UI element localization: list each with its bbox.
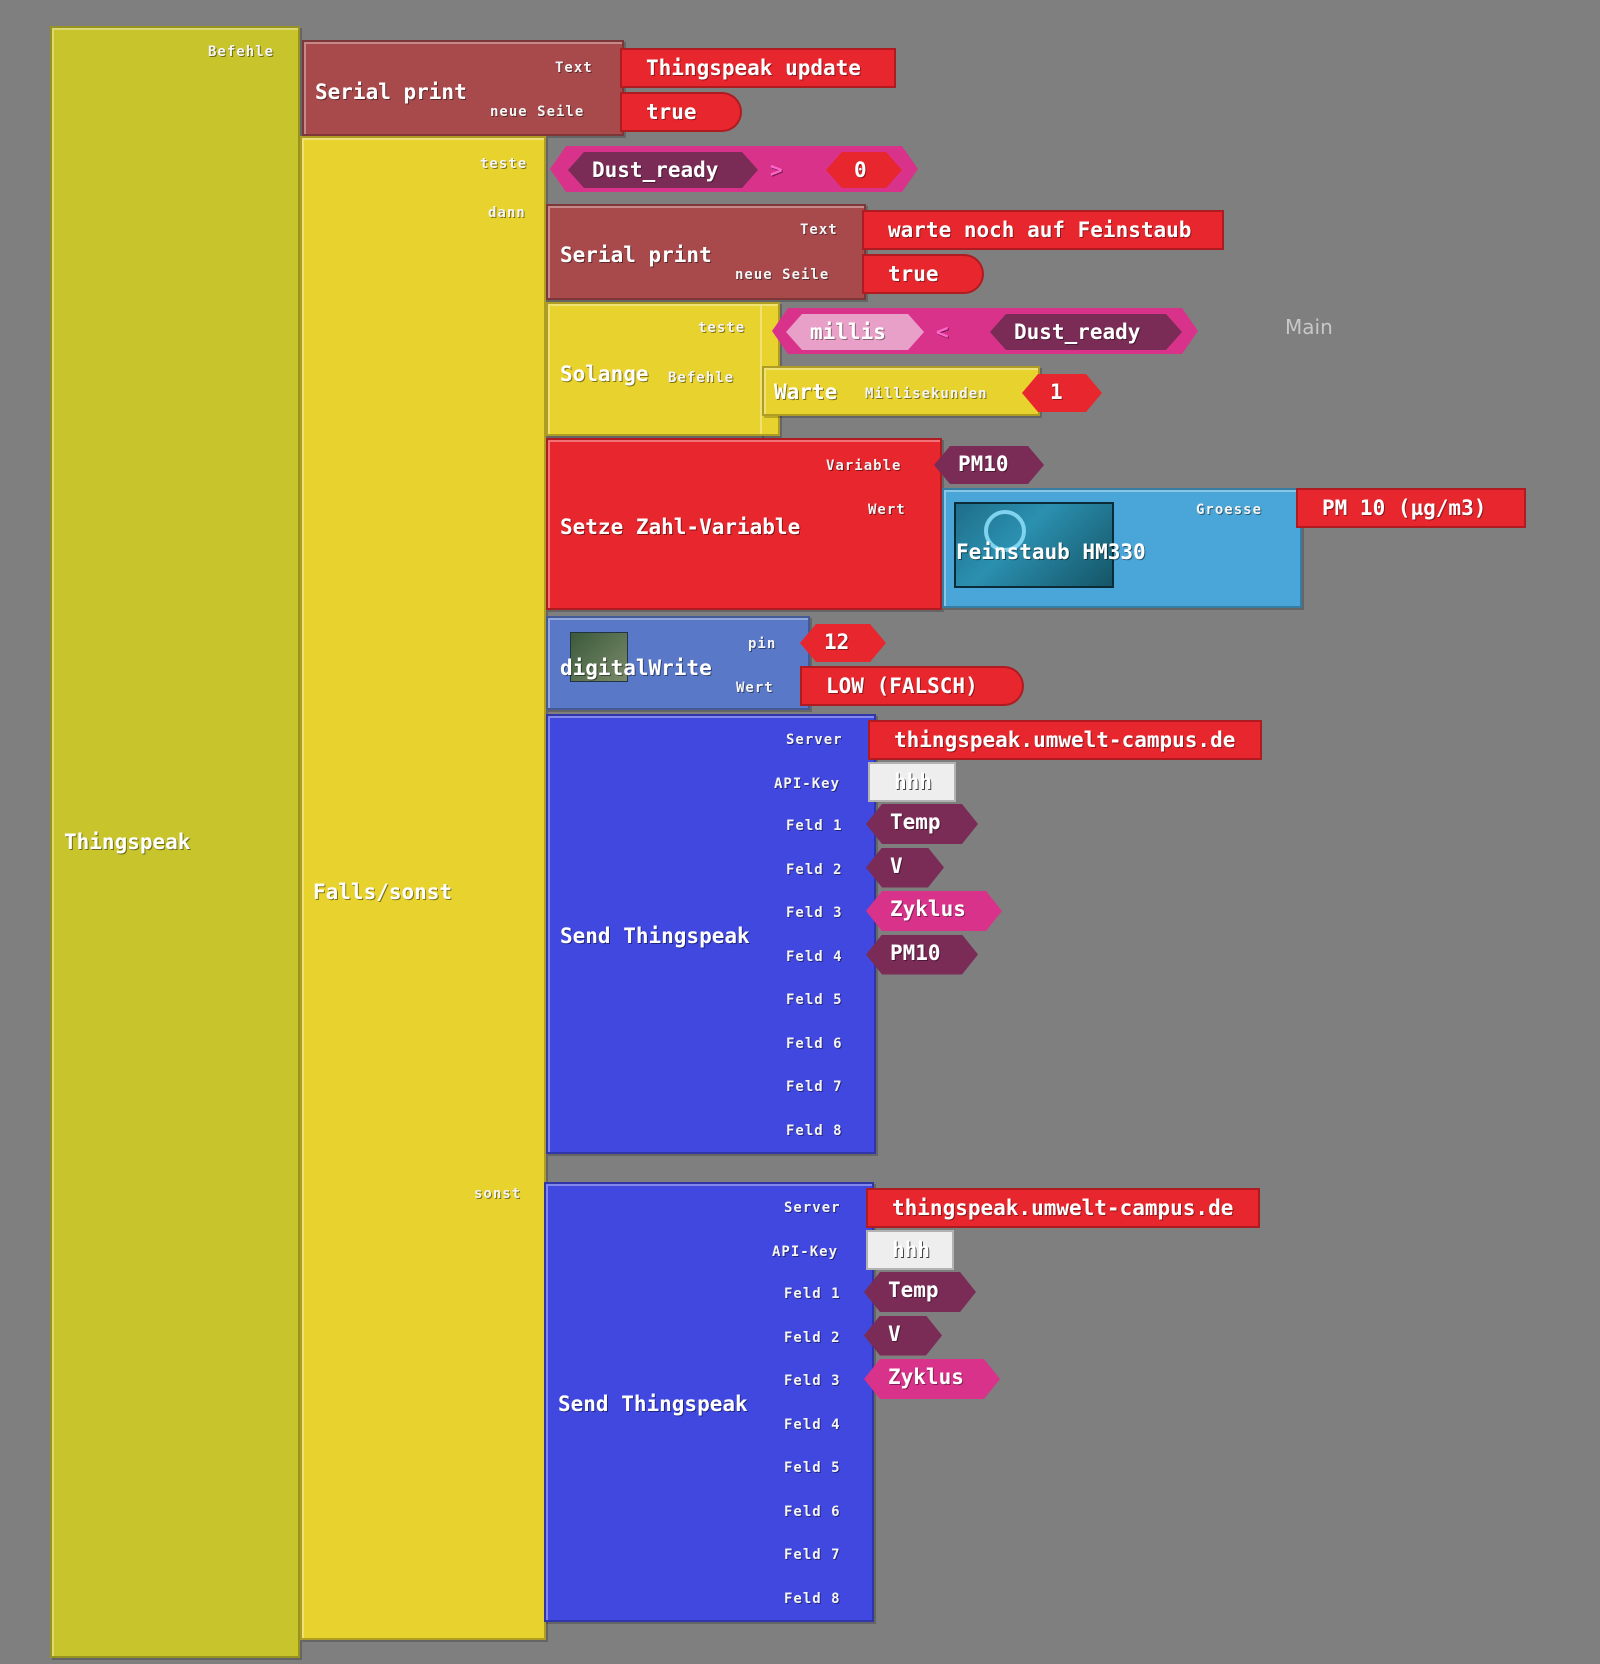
sensor-groesse-label: Groesse [1196, 502, 1263, 518]
send-field-label-2-3: Feld 3 [784, 1373, 841, 1389]
serial-print-title-2: Serial print [560, 243, 712, 267]
send-server-label-1: Server [786, 732, 843, 748]
send-field-label-2-4: Feld 4 [784, 1416, 841, 1433]
send-apikey-label-1: API-Key [774, 776, 841, 792]
send-field-value-1-4[interactable]: PM10 [866, 935, 978, 975]
main-label: Main [1285, 315, 1333, 339]
send-thingspeak-block-2[interactable] [544, 1182, 874, 1622]
send-field-label-1-3: Feld 3 [786, 905, 843, 921]
send-field-label-1-1: Feld 1 [786, 818, 843, 834]
while-teste-label: teste [698, 320, 746, 336]
set-variable-wert-label: Wert [868, 502, 906, 518]
send-field-value-2-1[interactable]: Temp [864, 1272, 976, 1312]
send-thingspeak-title-1: Send Thingspeak [560, 924, 750, 948]
serial-print-block-1[interactable] [302, 40, 624, 136]
send-server-label-2: Server [784, 1200, 841, 1216]
send-field-label-2-7: Feld 7 [784, 1547, 841, 1563]
pm10-var-1[interactable]: PM10 [934, 446, 1044, 484]
serial-newline-value-1[interactable]: true [620, 92, 742, 132]
send-server-value-1[interactable]: thingspeak.umwelt-campus.de [868, 720, 1262, 760]
ifelse-title: Falls/sonst [313, 880, 453, 904]
serial-newline-label-1: neue Seile [490, 104, 585, 120]
sensor-title: Feinstaub HM330 [956, 540, 1146, 564]
send-field-value-2-3[interactable]: Zyklus [864, 1359, 1000, 1399]
send-field-label-1-6: Feld 6 [786, 1035, 843, 1052]
send-apikey-value-2[interactable]: hhh [866, 1230, 954, 1270]
serial-text-value-1[interactable]: Thingspeak update [620, 48, 896, 88]
send-server-value-2[interactable]: thingspeak.umwelt-campus.de [866, 1188, 1260, 1228]
sensor-groesse-value[interactable]: PM 10 (µg/m3) [1296, 488, 1526, 528]
thingspeak-title: Thingspeak [64, 830, 191, 854]
serial-newline-label-2: neue Seile [735, 267, 830, 283]
digitalwrite-wert-value[interactable]: LOW (FALSCH) [800, 666, 1024, 706]
serial-print-title-1: Serial print [315, 80, 467, 104]
send-apikey-value-1[interactable]: hhh [868, 762, 956, 802]
set-variable-block[interactable] [546, 438, 942, 610]
digitalwrite-pin-label: pin [748, 636, 777, 652]
millis-block[interactable]: millis [786, 314, 924, 350]
dust-ready-var-1[interactable]: Dust_ready [568, 152, 758, 188]
send-field-label-2-2: Feld 2 [784, 1329, 841, 1346]
wait-block[interactable] [762, 366, 1040, 416]
serial-text-value-2[interactable]: warte noch auf Feinstaub [862, 210, 1224, 250]
sensor-image [954, 502, 1114, 588]
wait-ms-label: Millisekunden [865, 386, 988, 402]
sensor-fan-icon [984, 510, 1026, 552]
serial-print-block-2[interactable] [546, 204, 866, 300]
ifelse-dann-label: dann [488, 205, 526, 221]
send-field-label-1-2: Feld 2 [786, 861, 843, 878]
send-field-value-1-1[interactable]: Temp [866, 804, 978, 844]
send-field-label-2-6: Feld 6 [784, 1503, 841, 1520]
send-field-label-1-4: Feld 4 [786, 948, 843, 965]
lt-operator[interactable]: < [936, 320, 949, 344]
digitalwrite-image [570, 632, 628, 682]
digitalwrite-wert-label: Wert [736, 680, 774, 696]
serial-newline-value-2[interactable]: true [862, 254, 984, 294]
set-variable-var-label: Variable [826, 458, 902, 474]
thingspeak-befehle-label: Befehle [208, 44, 275, 60]
serial-text-label-2: Text [800, 222, 838, 238]
digitalwrite-pin-value[interactable]: 12 [800, 624, 886, 662]
send-field-label-1-7: Feld 7 [786, 1079, 843, 1095]
ifelse-sonst-label: sonst [474, 1186, 522, 1202]
gt-operator[interactable]: > [770, 158, 783, 182]
wait-ms-value[interactable]: 1 [1022, 374, 1102, 412]
while-title: Solange [560, 362, 649, 386]
send-field-value-1-3[interactable]: Zyklus [866, 891, 1002, 931]
send-field-value-1-2[interactable]: V [866, 848, 944, 888]
send-field-value-2-2[interactable]: V [864, 1316, 942, 1356]
serial-text-label-1: Text [555, 60, 593, 76]
zero-value[interactable]: 0 [826, 152, 902, 188]
send-field-label-2-1: Feld 1 [784, 1286, 841, 1302]
digitalwrite-title: digitalWrite [560, 656, 712, 680]
thingspeak-block[interactable] [50, 26, 300, 1658]
ifelse-teste-label: teste [480, 156, 528, 172]
send-field-label-2-5: Feld 5 [784, 1460, 841, 1476]
dust-ready-var-2[interactable]: Dust_ready [990, 314, 1182, 350]
wait-title: Warte [774, 380, 838, 404]
send-field-label-1-8: Feld 8 [786, 1122, 843, 1139]
send-thingspeak-block-1[interactable] [546, 714, 876, 1154]
while-block[interactable] [546, 302, 762, 436]
ifelse-block[interactable] [300, 136, 546, 1640]
send-field-label-2-8: Feld 8 [784, 1590, 841, 1607]
send-thingspeak-title-2: Send Thingspeak [558, 1392, 748, 1416]
while-befehle-label: Befehle [668, 370, 735, 386]
send-field-label-1-5: Feld 5 [786, 992, 843, 1008]
send-apikey-label-2: API-Key [772, 1244, 839, 1260]
set-variable-title: Setze Zahl-Variable [560, 515, 801, 539]
